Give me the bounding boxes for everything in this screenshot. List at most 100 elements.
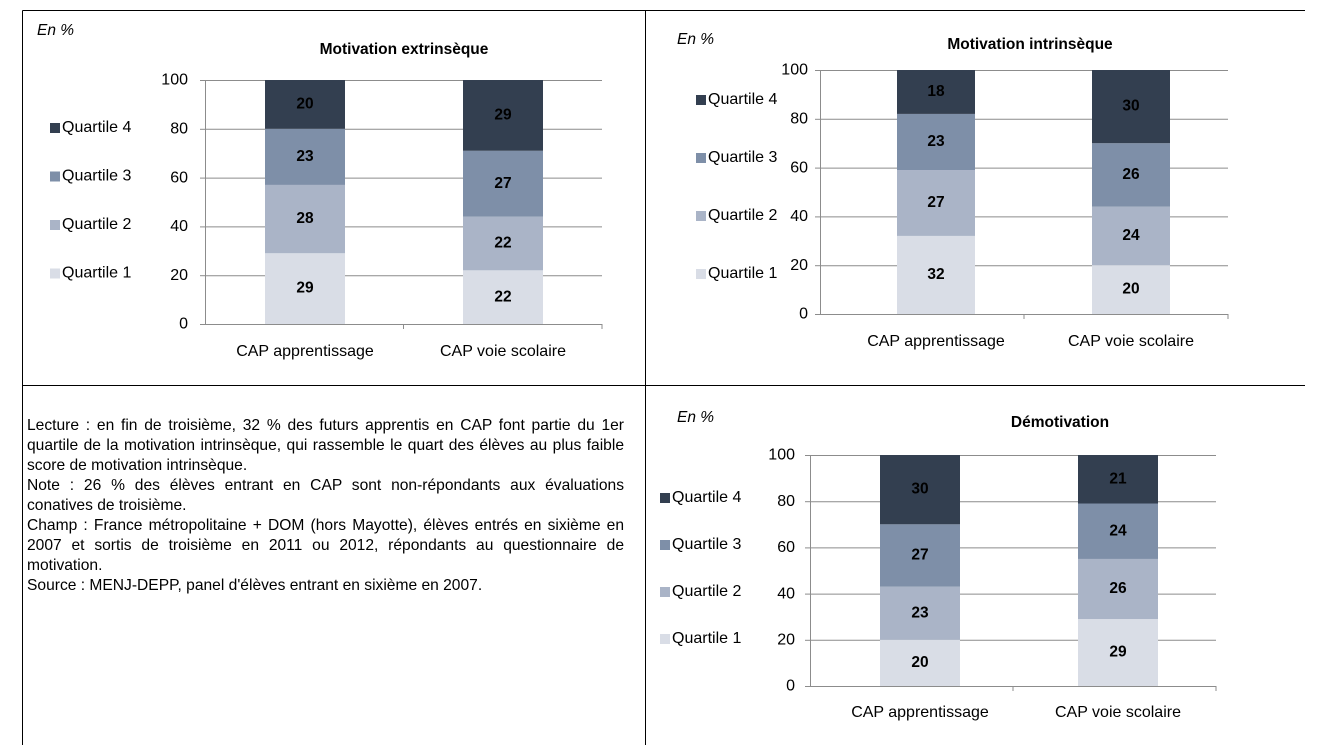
chart: En % Motivation intrinsèque 0 20 40 60 80 100 CA… bbox=[677, 31, 1229, 350]
y-tick-label: 40 bbox=[790, 208, 808, 225]
bar-segment bbox=[1092, 206, 1170, 266]
bar-segment bbox=[265, 80, 345, 129]
legend-swatch bbox=[696, 269, 706, 279]
y-tick-label: 80 bbox=[777, 493, 795, 510]
bar-segment bbox=[880, 455, 960, 525]
y-tick-label: 20 bbox=[170, 267, 188, 284]
data-label: 24 bbox=[1109, 522, 1127, 539]
y-tick-label: 80 bbox=[790, 111, 808, 128]
legend-swatch bbox=[660, 634, 670, 644]
bar-segment bbox=[265, 128, 345, 185]
y-tick-label: 0 bbox=[799, 306, 808, 323]
legend-label: Quartile 2 bbox=[62, 216, 131, 233]
note: Source : MENJ-DEPP, panel d'élèves entra… bbox=[27, 577, 483, 594]
x-tick-label: CAP apprentissage bbox=[867, 333, 1005, 350]
legend-label: Quartile 4 bbox=[62, 119, 131, 136]
legend-label: Quartile 2 bbox=[672, 583, 741, 600]
notes: Lecture : en fin de troisième, 32 % des … bbox=[27, 416, 624, 596]
unit-label: En % bbox=[677, 409, 714, 426]
y-tick-label: 40 bbox=[777, 585, 795, 602]
bar-segment bbox=[897, 235, 975, 314]
legend-swatch bbox=[696, 211, 706, 221]
bar-segment bbox=[880, 524, 960, 587]
legend-label: Quartile 4 bbox=[708, 91, 777, 108]
legend-swatch bbox=[50, 220, 60, 230]
bar-segment bbox=[897, 70, 975, 114]
legend-swatch bbox=[50, 123, 60, 133]
data-label: 21 bbox=[1109, 470, 1127, 487]
x-tick-label: CAP voie scolaire bbox=[1068, 333, 1194, 350]
data-label: 27 bbox=[911, 547, 928, 564]
y-tick-label: 20 bbox=[777, 632, 795, 649]
legend-swatch bbox=[50, 268, 60, 279]
bar-segment bbox=[1092, 265, 1170, 314]
chart: En % Démotivation 0 20 40 60 80 100 CAP apprenti… bbox=[660, 409, 1217, 721]
x-tick-label: CAP voie scolaire bbox=[440, 343, 566, 360]
bar-segment bbox=[880, 586, 960, 640]
legend-label: Quartile 3 bbox=[708, 149, 777, 166]
y-tick-label: 20 bbox=[790, 257, 808, 274]
bar-segment bbox=[265, 184, 345, 254]
legend-label: Quartile 2 bbox=[708, 207, 777, 224]
y-tick-label: 100 bbox=[161, 72, 188, 89]
data-label: 22 bbox=[494, 235, 511, 252]
chart-title: Démotivation bbox=[1011, 414, 1109, 431]
legend-swatch bbox=[696, 153, 706, 163]
y-tick-label: 100 bbox=[781, 62, 808, 79]
bar-segment bbox=[265, 253, 345, 324]
x-tick-label: CAP apprentissage bbox=[851, 704, 989, 721]
bar-segment bbox=[1078, 503, 1158, 559]
data-label: 32 bbox=[927, 266, 944, 283]
y-tick-label: 60 bbox=[170, 169, 188, 186]
legend-label: Quartile 1 bbox=[672, 630, 741, 647]
data-label: 22 bbox=[494, 288, 511, 305]
bar-segment bbox=[1078, 455, 1158, 504]
data-label: 23 bbox=[296, 148, 314, 165]
data-label: 20 bbox=[296, 95, 313, 112]
legend-label: Quartile 3 bbox=[62, 168, 131, 185]
y-tick-label: 0 bbox=[786, 678, 795, 695]
data-label: 27 bbox=[494, 175, 511, 192]
y-tick-label: 0 bbox=[179, 316, 188, 333]
y-tick-label: 100 bbox=[768, 447, 795, 464]
data-label: 20 bbox=[911, 654, 928, 671]
y-tick-label: 80 bbox=[170, 121, 188, 138]
legend-label: Quartile 1 bbox=[62, 265, 131, 282]
unit-label: En % bbox=[37, 22, 74, 39]
bar-segment bbox=[463, 270, 543, 324]
unit-label: En % bbox=[677, 31, 714, 48]
data-label: 26 bbox=[1122, 166, 1140, 183]
bar-segment bbox=[463, 150, 543, 217]
legend-label: Quartile 3 bbox=[672, 536, 741, 553]
data-label: 20 bbox=[1122, 281, 1139, 298]
legend-swatch bbox=[660, 587, 670, 597]
bar-segment bbox=[1092, 70, 1170, 144]
chart-title: Motivation extrinsèque bbox=[320, 41, 489, 58]
data-label: 23 bbox=[911, 604, 929, 621]
chart-title: Motivation intrinsèque bbox=[947, 36, 1113, 53]
data-label: 30 bbox=[1122, 98, 1139, 115]
bar-segment bbox=[463, 80, 543, 151]
legend-swatch bbox=[660, 493, 670, 503]
data-label: 18 bbox=[927, 83, 945, 100]
x-tick-label: CAP voie scolaire bbox=[1055, 704, 1181, 721]
frame bbox=[22, 10, 1305, 745]
note: Champ : France métropolitaine + DOM (hor… bbox=[27, 517, 624, 574]
data-label: 29 bbox=[494, 106, 512, 123]
legend-swatch bbox=[696, 95, 706, 105]
bar-segment bbox=[1078, 619, 1158, 686]
legend-swatch bbox=[660, 540, 670, 550]
y-tick-label: 60 bbox=[790, 159, 808, 176]
data-label: 28 bbox=[296, 210, 314, 227]
x-tick-label: CAP apprentissage bbox=[236, 343, 374, 360]
data-label: 29 bbox=[1109, 644, 1127, 661]
note: Lecture : en fin de troisième, 32 % des … bbox=[27, 417, 624, 474]
data-label: 29 bbox=[296, 280, 314, 297]
y-tick-label: 60 bbox=[777, 539, 795, 556]
bar-segment bbox=[880, 639, 960, 686]
legend-label: Quartile 1 bbox=[708, 265, 777, 282]
data-label: 26 bbox=[1109, 580, 1127, 597]
legend-swatch bbox=[50, 171, 60, 182]
